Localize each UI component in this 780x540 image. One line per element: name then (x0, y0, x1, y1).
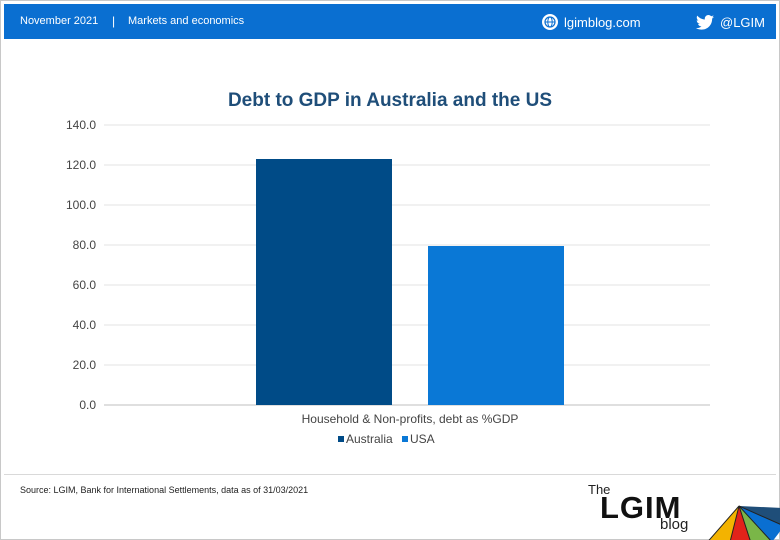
site-link[interactable]: lgimblog.com (542, 11, 641, 33)
source-note: Source: LGIM, Bank for International Set… (20, 485, 309, 495)
site-link-label: lgimblog.com (564, 14, 641, 30)
logo-lgim-text: LGIM (600, 490, 682, 525)
x-category-label: Household & Non-profits, debt as %GDP (302, 412, 519, 426)
footer-divider (4, 474, 776, 475)
y-tick-label: 80.0 (73, 238, 97, 252)
header-separator: | (112, 14, 116, 28)
y-tick-label: 40.0 (73, 318, 97, 332)
header-section-link[interactable]: Markets and economics (128, 15, 245, 27)
twitter-link[interactable]: @LGIM (696, 11, 765, 33)
lgim-blog-logo: The LGIM blog (584, 478, 780, 540)
y-tick-label: 100.0 (66, 198, 96, 212)
legend-swatch-usa (402, 436, 408, 442)
bar-usa (428, 246, 564, 405)
y-tick-label: 20.0 (73, 358, 97, 372)
logo-blog-text: blog (660, 516, 689, 533)
umbrella-icon (708, 505, 780, 540)
y-tick-label: 140.0 (66, 118, 96, 132)
y-tick-label: 120.0 (66, 158, 96, 172)
y-tick-label: 0.0 (79, 398, 96, 412)
twitter-handle-label: @LGIM (720, 14, 765, 30)
bar-australia (256, 159, 392, 405)
legend-label-usa: USA (410, 432, 435, 446)
logo-the-text: The (588, 482, 611, 497)
header-bar: November 2021 | Markets and economics lg… (4, 4, 776, 39)
globe-icon (542, 14, 558, 30)
y-tick-label: 60.0 (73, 278, 97, 292)
chart-title: Debt to GDP in Australia and the US (227, 90, 553, 111)
twitter-icon (696, 14, 714, 30)
legend-swatch-australia (338, 436, 344, 442)
header-date: November 2021 (20, 15, 99, 27)
legend-label-australia: Australia (346, 432, 393, 446)
